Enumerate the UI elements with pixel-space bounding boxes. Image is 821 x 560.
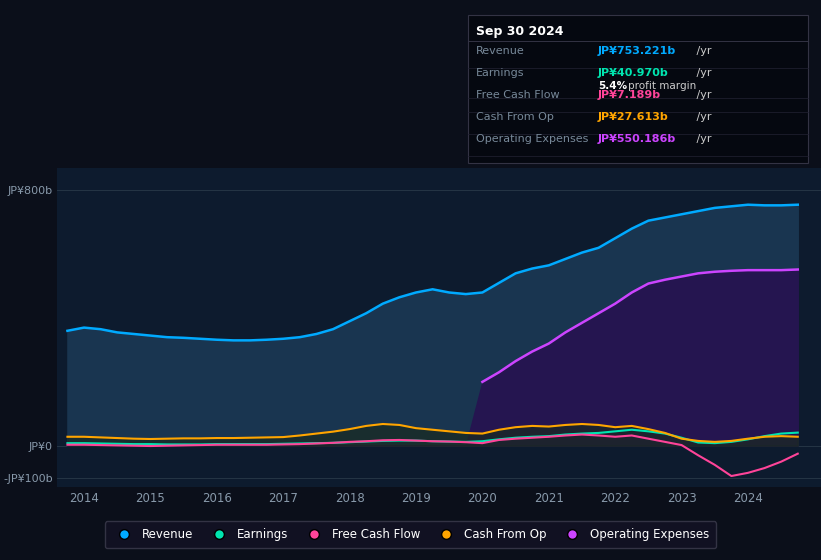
Text: JP¥753.221b: JP¥753.221b [598, 46, 677, 56]
Text: Sep 30 2024: Sep 30 2024 [476, 25, 563, 38]
Text: Earnings: Earnings [476, 68, 525, 78]
Text: /yr: /yr [693, 134, 712, 144]
Text: /yr: /yr [693, 112, 712, 122]
Text: Cash From Op: Cash From Op [476, 112, 554, 122]
Text: JP¥40.970b: JP¥40.970b [598, 68, 669, 78]
Text: JP¥7.189b: JP¥7.189b [598, 90, 661, 100]
Text: JP¥27.613b: JP¥27.613b [598, 112, 669, 122]
Text: /yr: /yr [693, 68, 712, 78]
Text: 5.4%: 5.4% [598, 81, 627, 91]
Text: Free Cash Flow: Free Cash Flow [476, 90, 560, 100]
Text: JP¥550.186b: JP¥550.186b [598, 134, 677, 144]
Legend: Revenue, Earnings, Free Cash Flow, Cash From Op, Operating Expenses: Revenue, Earnings, Free Cash Flow, Cash … [105, 521, 716, 548]
Text: profit margin: profit margin [628, 81, 696, 91]
Text: Revenue: Revenue [476, 46, 525, 56]
Text: /yr: /yr [693, 46, 712, 56]
Text: Operating Expenses: Operating Expenses [476, 134, 589, 144]
Text: /yr: /yr [693, 90, 712, 100]
